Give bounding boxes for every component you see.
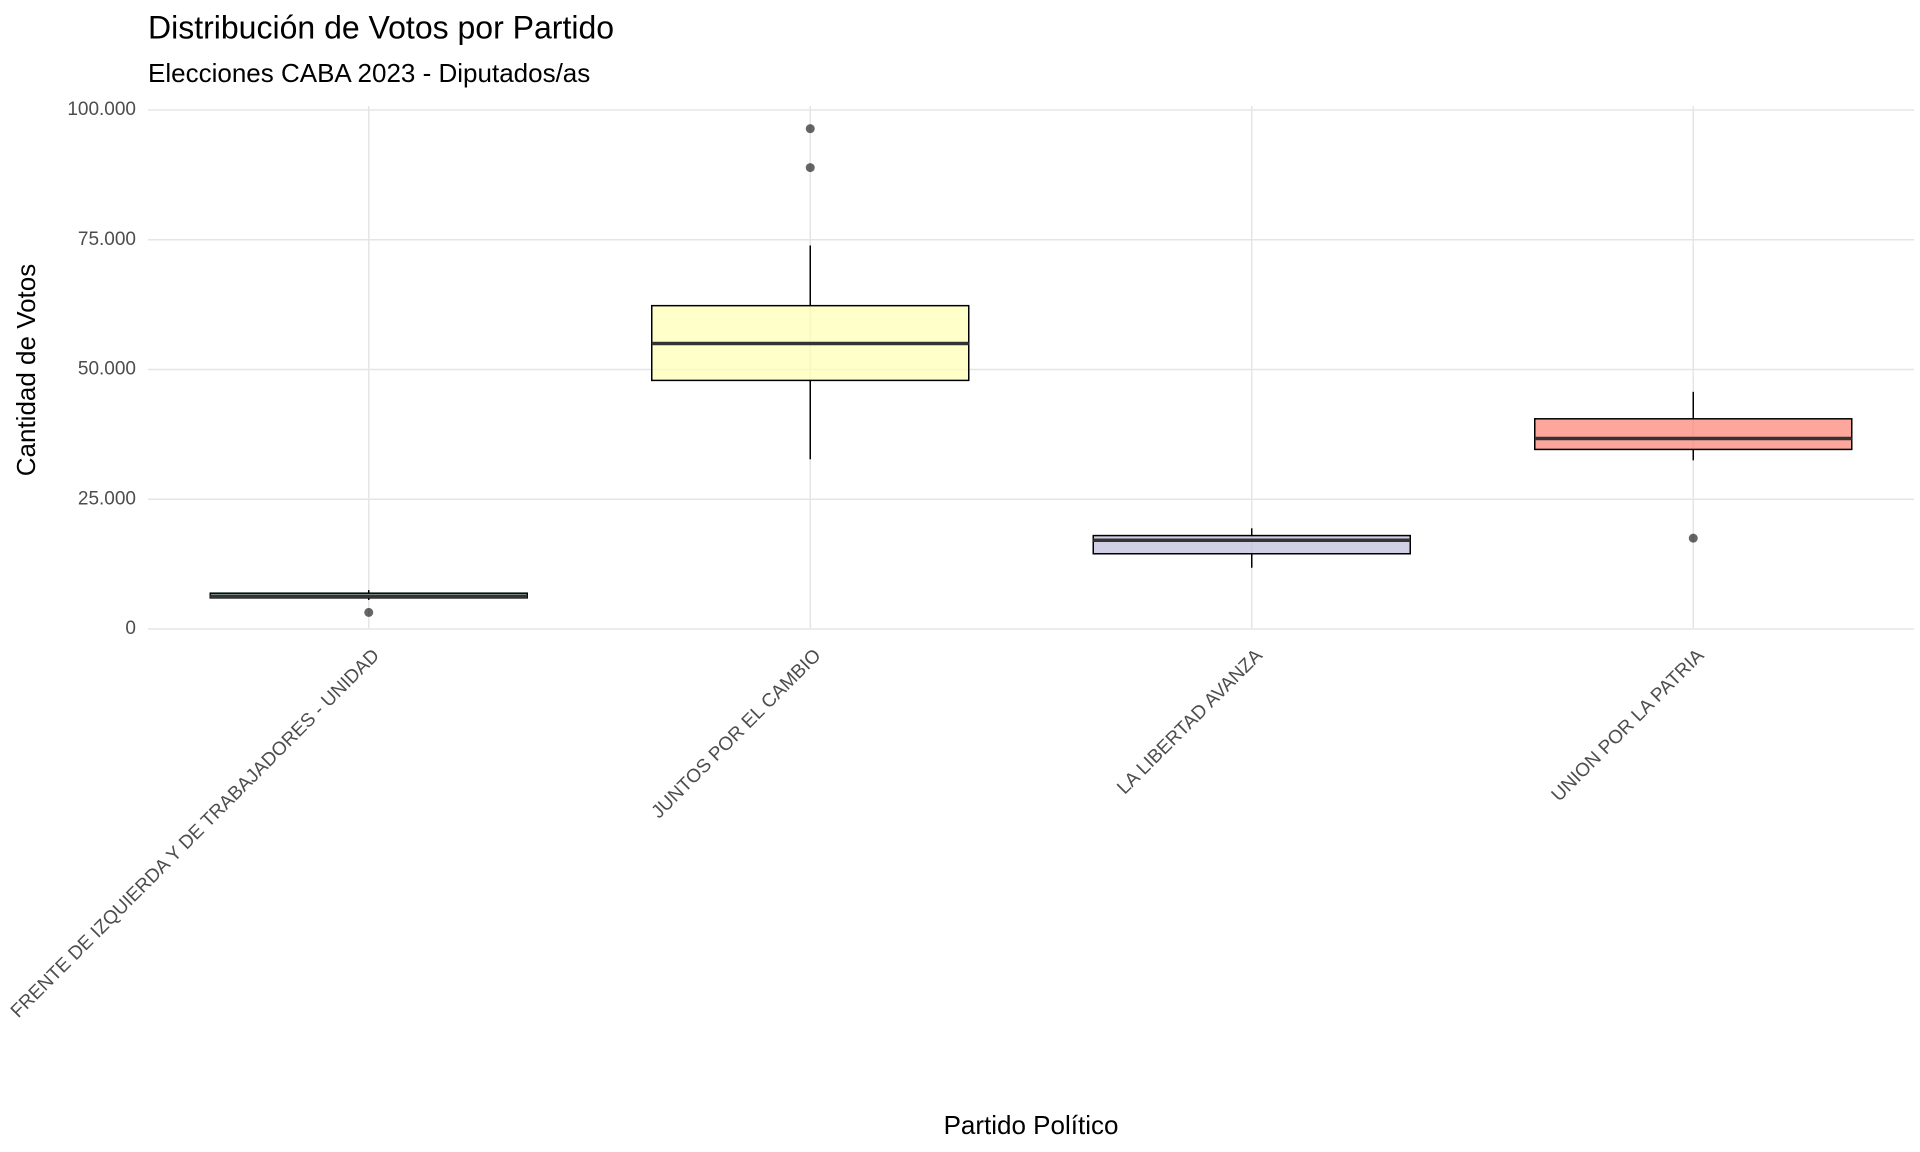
y-tick-label: 25.000 [78,488,136,509]
outlier [805,163,815,173]
x-tick-label: UNION POR LA PATRIA [1548,645,1709,806]
outlier [1688,533,1698,543]
outlier [364,607,374,617]
x-tick-label: FRENTE DE IZQUIERDA Y DE TRABAJADORES - … [7,645,384,1022]
y-tick-label: 75.000 [78,229,136,250]
y-axis-title: Cantidad de Votos [11,264,41,477]
x-tick-label: JUNTOS POR EL CAMBIO [648,645,826,823]
y-tick-label: 50.000 [78,359,136,380]
y-tick-label: 100.000 [67,99,136,120]
box [1092,534,1411,555]
box [1534,418,1853,451]
chart-title: Distribución de Votos por Partido [148,9,614,45]
outlier [805,124,815,134]
x-axis-title: Partido Político [944,1110,1119,1140]
chart-subtitle: Elecciones CABA 2023 - Diputados/as [148,58,590,88]
x-tick-label: LA LIBERTAD AVANZA [1113,645,1267,799]
y-tick-label: 0 [125,618,136,639]
